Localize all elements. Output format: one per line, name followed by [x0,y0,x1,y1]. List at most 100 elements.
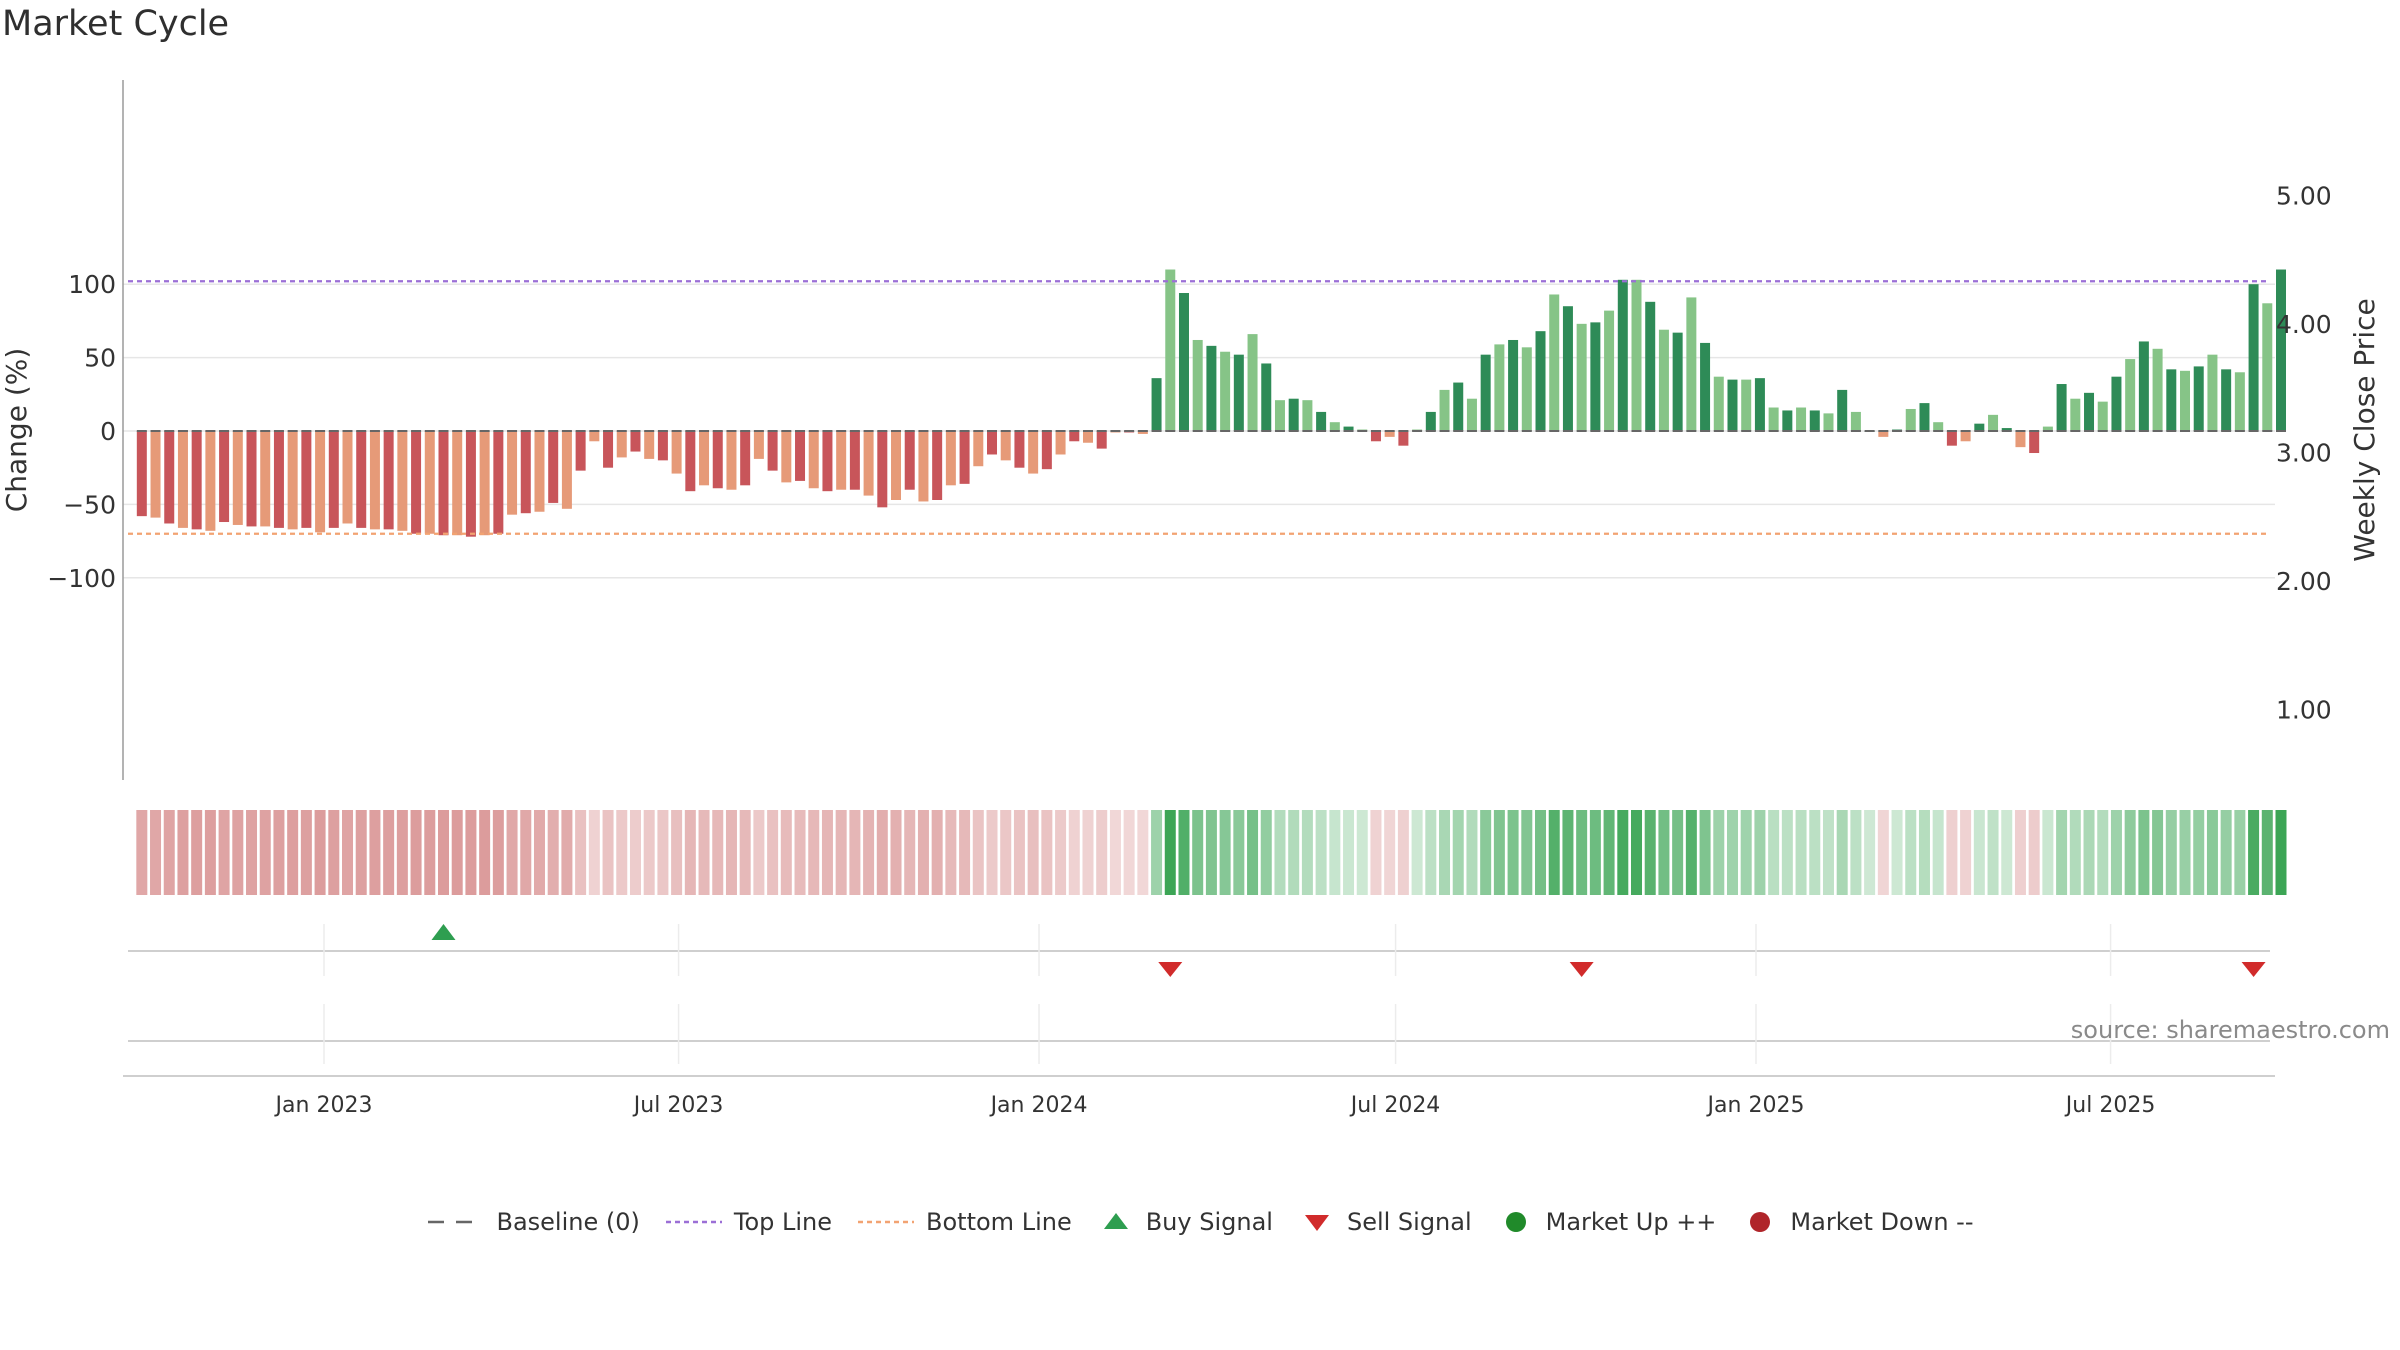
bar[interactable] [1576,323,1587,431]
bar[interactable] [2111,376,2122,431]
bar[interactable] [1988,414,1999,431]
bar[interactable] [1905,408,1916,431]
bar[interactable] [1466,398,1477,431]
bar[interactable] [2276,269,2287,431]
bar[interactable] [273,431,284,528]
bar[interactable] [1933,422,1944,431]
bar[interactable] [2138,341,2149,431]
bar[interactable] [1329,422,1340,431]
bar[interactable] [630,431,641,452]
bar[interactable] [726,431,737,490]
bar[interactable] [973,431,984,467]
bar[interactable] [1727,379,1738,431]
buy-signal-marker[interactable] [431,924,456,940]
bar[interactable] [1055,431,1066,455]
bar[interactable] [918,431,929,502]
bar[interactable] [561,431,572,509]
bar[interactable] [644,431,655,459]
bar[interactable] [1960,431,1971,442]
bar[interactable] [1823,413,1834,431]
bar[interactable] [438,431,449,536]
bar[interactable] [589,431,600,442]
sell-signal-marker[interactable] [1569,962,1594,977]
bar[interactable] [177,431,188,528]
bar[interactable] [767,431,778,471]
bar[interactable] [2262,303,2273,431]
legend-buy-signal[interactable]: Buy Signal [1096,1208,1273,1236]
bar[interactable] [945,431,956,486]
bar[interactable] [1590,322,1601,431]
bar[interactable] [904,431,915,490]
bar[interactable] [1096,431,1107,449]
bar[interactable] [2001,428,2012,431]
bar[interactable] [1069,431,1080,442]
bar[interactable] [1782,410,1793,431]
bar[interactable] [2152,348,2163,431]
bar[interactable] [1151,378,1162,431]
bar[interactable] [1837,389,1848,431]
bar[interactable] [1535,331,1546,431]
bar[interactable] [1000,431,1011,461]
bar[interactable] [1645,301,1656,431]
bar[interactable] [808,431,819,489]
legend-top-line[interactable]: Top Line [664,1208,832,1236]
bar[interactable] [1741,379,1752,431]
bar[interactable] [1165,269,1176,431]
bar[interactable] [932,431,943,500]
bar[interactable] [2070,398,2081,431]
bar[interactable] [1274,400,1285,431]
bar[interactable] [822,431,833,492]
bar[interactable] [479,431,490,536]
bar[interactable] [219,431,230,523]
bar[interactable] [1041,431,1052,470]
bar[interactable] [1850,411,1861,431]
bar[interactable] [1261,363,1272,431]
bar[interactable] [1316,411,1327,431]
bar[interactable] [164,431,175,524]
bar[interactable] [685,431,696,492]
bar[interactable] [1562,306,1573,431]
legend-baseline[interactable]: Baseline (0) [426,1208,640,1236]
bar[interactable] [411,431,422,534]
bar[interactable] [2029,431,2040,454]
bar[interactable] [1220,351,1231,431]
bar[interactable] [712,431,723,489]
bar[interactable] [2097,401,2108,431]
bar[interactable] [301,431,312,528]
bar[interactable] [740,431,751,486]
bar[interactable] [1878,431,1889,437]
bar[interactable] [1288,398,1299,431]
bar[interactable] [1398,431,1409,446]
bar[interactable] [1247,334,1258,431]
bar[interactable] [369,431,380,530]
bar[interactable] [2193,366,2204,431]
bar[interactable] [2221,369,2232,431]
bar[interactable] [2207,354,2218,431]
bar[interactable] [136,431,147,517]
bar[interactable] [699,431,710,486]
bar[interactable] [2015,431,2026,448]
bar[interactable] [452,431,463,536]
bar[interactable] [1082,431,1093,443]
bar[interactable] [287,431,298,530]
legend-market-down[interactable]: Market Down -- [1740,1208,1974,1236]
bar[interactable] [548,431,559,503]
bar[interactable] [1178,293,1189,431]
bar[interactable] [315,431,326,533]
bar[interactable] [1700,342,1711,431]
bar[interactable] [1672,332,1683,431]
bar[interactable] [260,431,271,527]
bar[interactable] [342,431,353,524]
legend-bottom-line[interactable]: Bottom Line [856,1208,1072,1236]
bar[interactable] [1796,407,1807,431]
bar[interactable] [383,431,394,530]
bar[interactable] [507,431,518,515]
bar[interactable] [1713,376,1724,431]
bar[interactable] [397,431,408,531]
bar[interactable] [1494,344,1505,431]
bar[interactable] [1521,347,1532,431]
legend-market-up[interactable]: Market Up ++ [1496,1208,1716,1236]
bar[interactable] [781,431,792,483]
bar[interactable] [603,431,614,468]
bar[interactable] [520,431,531,514]
